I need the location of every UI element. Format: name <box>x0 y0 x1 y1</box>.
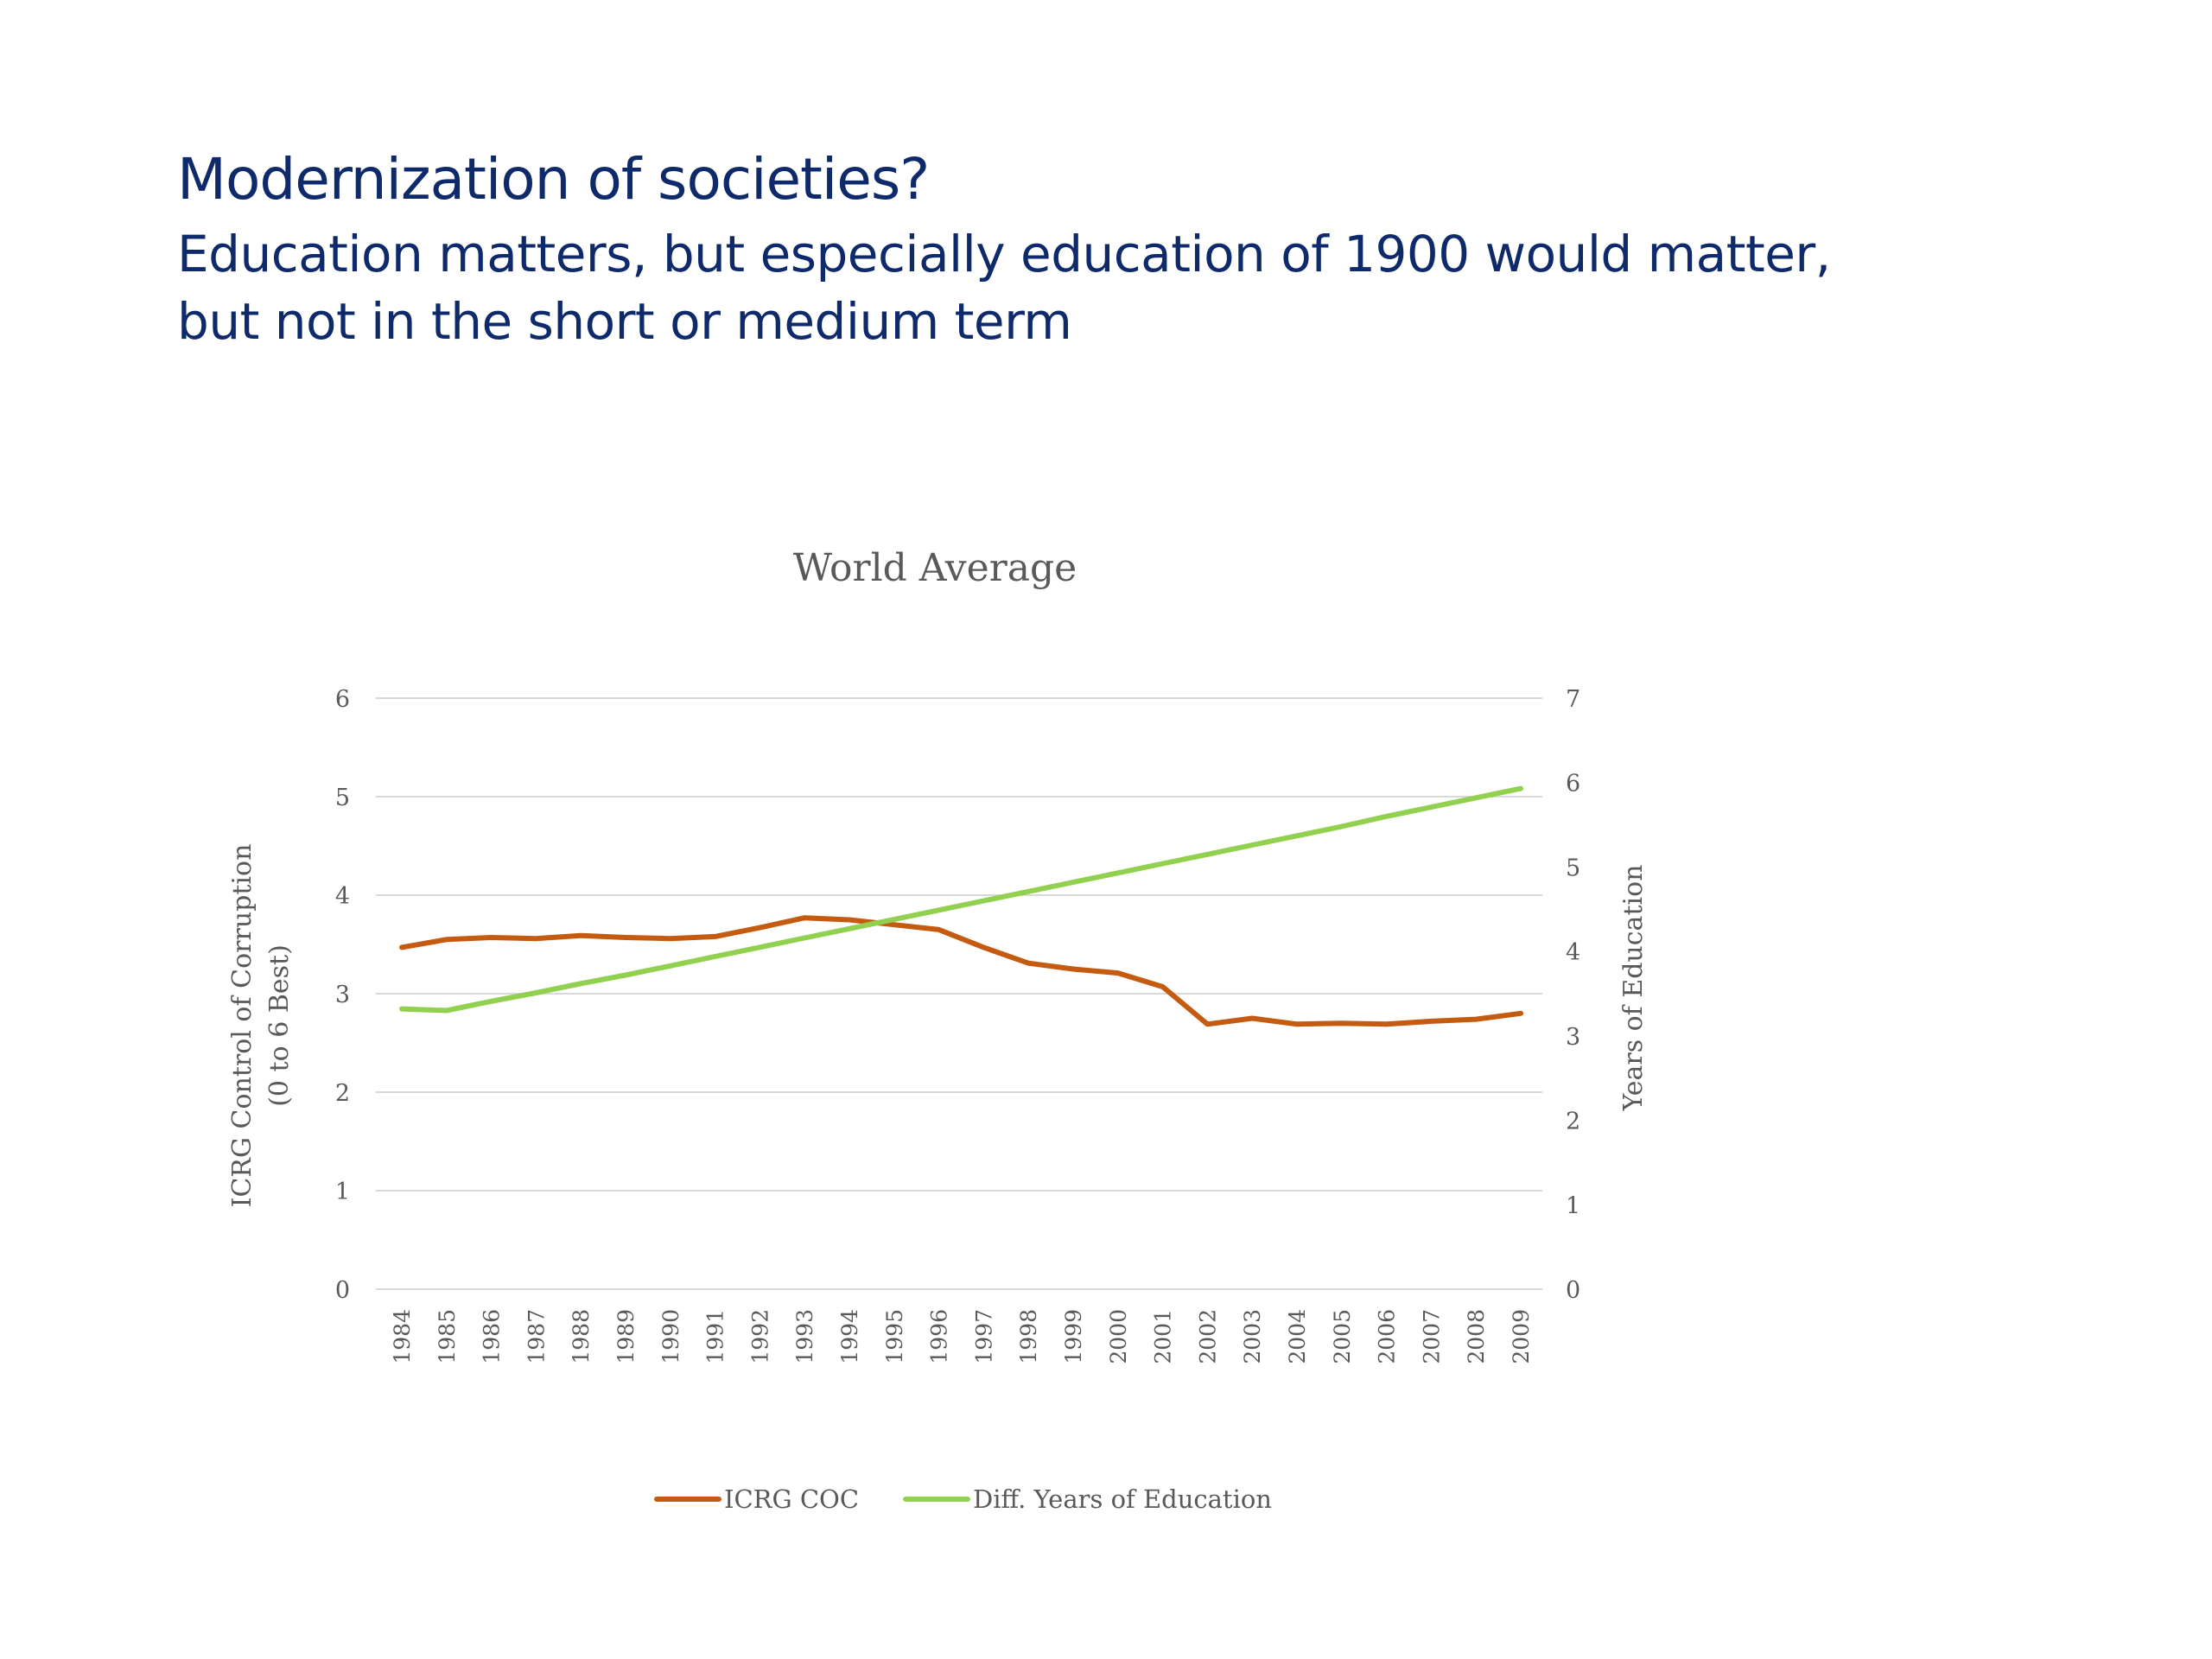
right-tick-label: 6 <box>1566 771 1580 798</box>
gridlines <box>376 697 1542 1290</box>
right-tick-label: 2 <box>1566 1109 1580 1135</box>
legend-label: ICRG COC <box>724 1484 859 1514</box>
series-line <box>399 915 1523 1027</box>
x-tick-label: 1987 <box>524 1309 549 1364</box>
x-tick-label: 2004 <box>1285 1309 1310 1364</box>
series-lines <box>399 785 1523 1027</box>
left-tick-label: 2 <box>335 1080 350 1107</box>
left-tick-label: 1 <box>335 1179 350 1205</box>
x-tick-label: 1989 <box>613 1309 639 1364</box>
x-tick-label: 2001 <box>1151 1309 1176 1364</box>
right-tick-label: 3 <box>1566 1024 1580 1051</box>
x-tick-label: 1984 <box>390 1309 415 1364</box>
x-tick-label: 2005 <box>1330 1309 1355 1364</box>
x-tick-label: 1993 <box>792 1309 817 1364</box>
right-tick-label: 0 <box>1566 1277 1580 1304</box>
left-tick-label: 4 <box>335 883 350 910</box>
slide-subtitle: Education matters, but especially educat… <box>177 220 2078 355</box>
x-axis-ticks: 1984 1985 1986 1987 1988 1989 1990 1991 1992 1993… <box>390 1309 1534 1364</box>
right-tick-label: 4 <box>1566 939 1580 966</box>
right-axis-label: Years of Education <box>1618 865 1649 1112</box>
left-axis-label-line-2: (0 to 6 Best) <box>264 944 295 1107</box>
legend: ICRG COC Diff. Years of Education <box>654 1484 1272 1514</box>
x-tick-label: 2003 <box>1240 1309 1265 1364</box>
x-tick-label: 2006 <box>1375 1309 1400 1364</box>
subtitle-line-2: but not in the short or medium term <box>177 292 1072 351</box>
x-tick-label: 1999 <box>1061 1309 1086 1364</box>
x-tick-label: 2007 <box>1419 1309 1444 1364</box>
x-tick-label: 1985 <box>435 1309 460 1364</box>
x-tick-label: 2000 <box>1106 1309 1131 1364</box>
right-axis-ticks: 0 1 2 3 4 5 6 7 <box>1566 686 1580 1304</box>
x-tick-label: 1991 <box>703 1309 728 1364</box>
x-tick-label: 1992 <box>747 1309 772 1364</box>
slide-title: Modernization of societies? <box>177 146 930 213</box>
right-tick-label: 7 <box>1566 686 1580 713</box>
x-tick-label: 1990 <box>658 1309 683 1364</box>
legend-label: Diff. Years of Education <box>973 1484 1272 1514</box>
x-tick-label: 2009 <box>1509 1309 1534 1364</box>
left-axis-label-line-1: ICRG Control of Corruption <box>227 844 257 1208</box>
left-axis-ticks: 0 1 2 3 4 5 6 <box>335 686 350 1304</box>
right-tick-label: 1 <box>1566 1192 1580 1219</box>
left-tick-label: 6 <box>335 686 350 713</box>
x-tick-label: 1998 <box>1016 1309 1041 1364</box>
left-tick-label: 0 <box>335 1277 350 1304</box>
x-tick-label: 1997 <box>971 1309 996 1364</box>
x-tick-label: 1994 <box>837 1309 862 1364</box>
series-line <box>399 785 1523 1014</box>
x-tick-label: 1986 <box>480 1309 505 1364</box>
subtitle-line-1: Education matters, but especially educat… <box>177 225 1831 283</box>
x-tick-label: 1996 <box>927 1309 952 1364</box>
chart-title: World Average <box>793 546 1077 590</box>
x-tick-label: 2008 <box>1464 1309 1489 1364</box>
x-tick-label: 1988 <box>569 1309 594 1364</box>
left-tick-label: 3 <box>335 982 350 1008</box>
x-tick-label: 1995 <box>882 1309 907 1364</box>
left-tick-label: 5 <box>335 785 350 811</box>
x-tick-label: 2002 <box>1195 1309 1220 1364</box>
right-tick-label: 5 <box>1566 855 1580 881</box>
